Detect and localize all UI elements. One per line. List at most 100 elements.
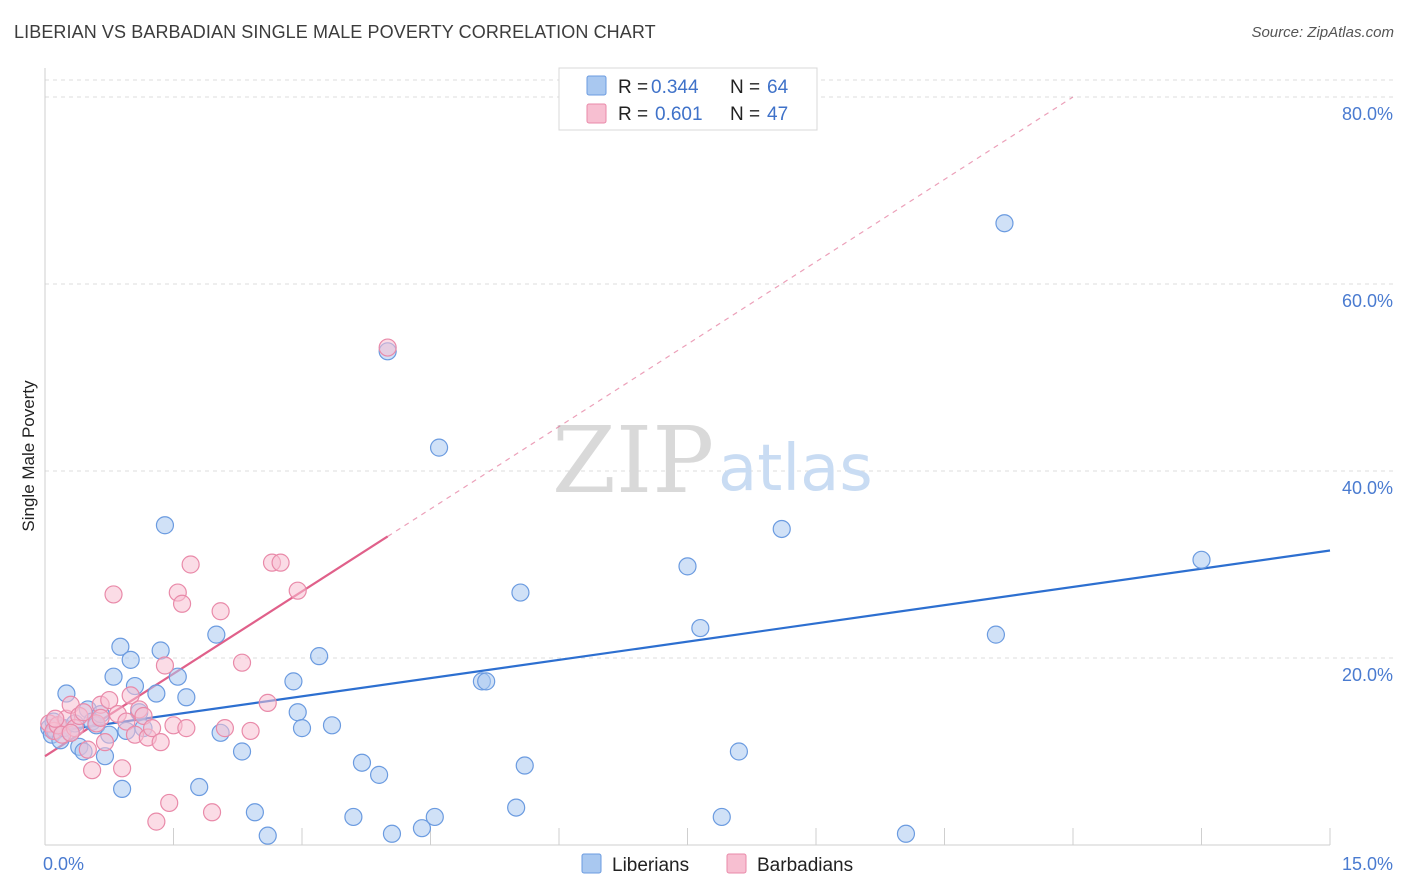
liberian-point (511, 583, 530, 602)
liberian-point (477, 672, 496, 691)
liberian-point (168, 667, 187, 686)
barbadian-point (241, 721, 260, 741)
legend-r-label: R = (618, 104, 648, 125)
bottom-legend-liberians: Liberians (612, 855, 689, 876)
liberian-point (712, 807, 731, 827)
liberian-point (147, 684, 166, 703)
liberian-point (190, 777, 209, 797)
barbadian-point (232, 653, 252, 672)
y-tick-label: 60.0% (1342, 291, 1393, 311)
x-tick-labels: 0.0% 15.0% (43, 854, 1393, 874)
legend-r-value: 0.344 (651, 77, 699, 98)
barbadian-point (117, 712, 136, 731)
barbadian-point (121, 686, 140, 705)
series-legend: Liberians Barbadians (581, 853, 853, 876)
barbadian-point (172, 594, 192, 613)
barbadian-point (74, 703, 93, 722)
liberian-point (288, 703, 307, 722)
y-tick-label: 20.0% (1342, 665, 1393, 685)
barbadian-point (46, 709, 65, 728)
liberian-point (425, 807, 444, 827)
liberian-point (412, 819, 432, 838)
liberian-point (177, 688, 196, 707)
liberian-point (515, 756, 534, 775)
liberian-point (344, 807, 363, 827)
barbadian-point (112, 759, 132, 778)
y-axis-label: Single Male Poverty (19, 380, 38, 532)
barbadian-point (83, 761, 102, 780)
y-tick-label: 80.0% (1342, 104, 1393, 124)
gridlines (45, 79, 1395, 659)
legend-r-label: R = (618, 77, 648, 98)
barbadian-point (177, 719, 196, 738)
barbadian-point (202, 803, 222, 822)
x-tick-label: 15.0% (1342, 854, 1393, 874)
barbadian-point (258, 693, 277, 712)
liberian-point (111, 637, 130, 656)
liberian-trend-line (44, 549, 1331, 734)
liberian-point (995, 214, 1014, 233)
barbadian-point (142, 719, 162, 738)
liberian-point (121, 650, 140, 669)
chart-title: LIBERIAN VS BARBADIAN SINGLE MALE POVERT… (14, 22, 656, 42)
legend-n-label: N = (730, 77, 760, 98)
liberian-point (678, 557, 697, 576)
legend-r-value: 0.601 (655, 104, 703, 125)
legend-n-value: 47 (767, 104, 788, 125)
barbadian-point (155, 656, 175, 675)
bottom-legend-swatch-liberians (581, 853, 602, 874)
liberian-point (352, 753, 372, 772)
barbadian-point (95, 733, 115, 752)
liberian-point (322, 716, 342, 735)
liberian-point (896, 824, 916, 843)
y-tick-label: 40.0% (1342, 478, 1393, 498)
legend-swatch-liberians (586, 75, 607, 96)
liberian-point (772, 519, 791, 539)
barbadian-point (91, 708, 110, 727)
x-tick-label: 0.0% (43, 854, 84, 874)
legend-swatch-barbadians (586, 103, 607, 124)
watermark: ZIP atlas (552, 407, 873, 514)
liberian-point (155, 516, 175, 535)
liberian-point (232, 742, 252, 761)
watermark-zip: ZIP (552, 407, 714, 514)
legend-n-value: 64 (767, 77, 789, 98)
liberian-point (429, 438, 449, 457)
source-label: Source: ZipAtlas.com (1251, 24, 1394, 41)
liberian-point (112, 779, 132, 799)
barbadian-point (160, 793, 179, 813)
liberian-point (986, 625, 1006, 644)
data-points (40, 214, 1211, 845)
barbadian-point (151, 733, 170, 752)
legend-n-label: N = (730, 104, 760, 125)
barbadian-point (147, 812, 166, 831)
watermark-atlas: atlas (718, 432, 873, 506)
liberian-point (151, 641, 170, 660)
barbadian-point (61, 723, 80, 742)
liberian-point (310, 647, 329, 666)
barbadian-point (100, 690, 119, 710)
stats-legend: R = 0.344 N = 64 R = 0.601 N = 47 (558, 67, 818, 131)
barbadian-point (271, 553, 290, 572)
barbadian-point (181, 555, 200, 574)
liberian-point (370, 765, 389, 784)
liberian-point (207, 625, 226, 644)
liberian-point (284, 672, 303, 691)
barbadian-point (104, 585, 123, 604)
bottom-legend-swatch-barbadians (726, 853, 747, 874)
axes (44, 68, 1331, 846)
liberian-point (104, 667, 123, 686)
liberian-point (1192, 550, 1211, 569)
barbadian-point (378, 338, 397, 357)
barbadian-point (288, 581, 307, 600)
bottom-legend-barbadians: Barbadians (757, 855, 853, 876)
liberian-point (691, 618, 710, 638)
liberian-point (507, 798, 526, 817)
liberian-point (382, 824, 402, 843)
liberian-point (245, 803, 264, 822)
liberian-point (292, 719, 312, 738)
liberian-point (729, 742, 749, 761)
barbadian-point (215, 719, 234, 738)
liberian-point (258, 826, 277, 845)
